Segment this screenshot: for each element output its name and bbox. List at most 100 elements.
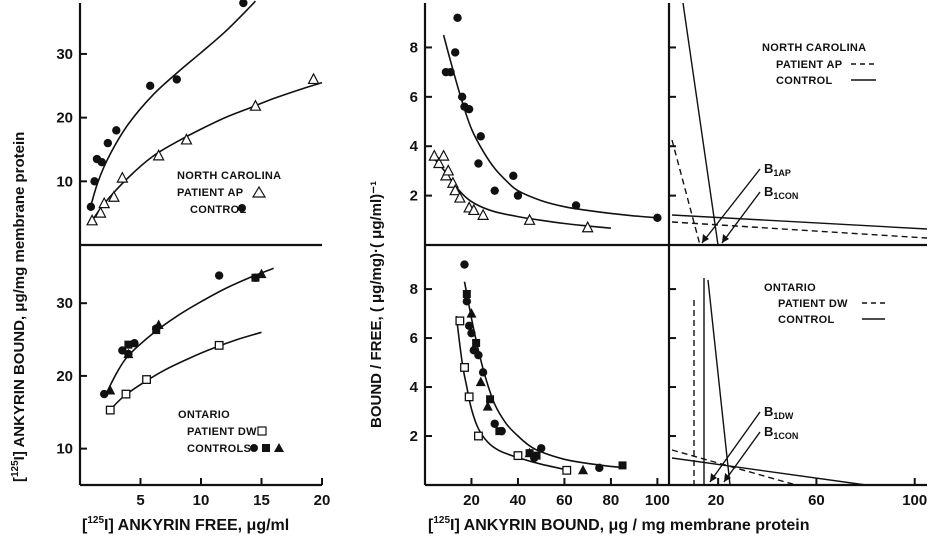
data-point-filled-circle [509, 171, 518, 181]
legend-title: ONTARIO [764, 282, 816, 294]
data-point-filled-circle [595, 463, 604, 473]
legend-entry-control: CONTROL [778, 314, 834, 326]
legend-filled-circle-icon [238, 204, 246, 212]
x-tick-label: 20 [314, 492, 331, 509]
data-point-filled-triangle [153, 319, 164, 329]
y-tick-label: 6 [410, 89, 418, 106]
intercept-label-b1con-top: B1CON [764, 184, 798, 201]
fit-curve-control [88, 0, 256, 211]
legend-north-carolina-scatchard: NORTH CAROLINA PATIENT AP CONTROL [762, 42, 876, 87]
data-point-filled-circle [214, 271, 224, 280]
data-point-filled-circle [571, 201, 581, 210]
arrowhead [724, 473, 731, 482]
legend-entry-control: CONTROL [190, 204, 246, 216]
tick-labels: 10 20 30 10 20 30 5 10 15 20 2 4 6 8 2 4 6 8 20 40 60 80 100 20… [56, 39, 927, 509]
data-point-open-triangle [449, 183, 462, 196]
y-tick-label: 2 [410, 428, 418, 445]
data-point-open-square [142, 375, 151, 384]
legend-ontario-left: ONTARIO PATIENT DW CONTROLS [178, 409, 284, 455]
data-point-open-triangle [453, 191, 466, 203]
data-point-filled-circle [239, 0, 248, 8]
data-point-open-square [105, 405, 115, 415]
legend-entry-patient: PATIENT DW [778, 298, 848, 310]
data-point-open-triangle [432, 156, 445, 169]
data-point-filled-circle [172, 75, 181, 84]
data-point-filled-circle [462, 297, 472, 306]
data-point-open-triangle [523, 213, 536, 225]
x-tick-label: 20 [463, 492, 480, 509]
data-point-filled-circle [490, 419, 499, 428]
x-tick-label: 10 [193, 492, 210, 509]
data-point-filled-circle [464, 321, 474, 331]
data-point-filled-circle [112, 126, 121, 135]
y-tick-label: 4 [410, 379, 419, 396]
data-point-filled-triangle [475, 376, 486, 387]
intercept-label-b1ap: B1AP [764, 161, 791, 178]
data-point-filled-triangle [482, 401, 493, 411]
axes [78, 3, 927, 487]
fit-curve-controls [103, 267, 274, 399]
legend-entry-patient: PATIENT DW [187, 426, 257, 438]
data-point-open-triangle [307, 72, 320, 85]
data-point-filled-circle [478, 368, 488, 377]
legend-title: NORTH CAROLINA [177, 170, 281, 182]
data-point-open-square [473, 431, 483, 441]
data-point-open-triangle [180, 133, 193, 145]
data-point-filled-triangle [466, 308, 477, 318]
y-tick-label: 20 [56, 368, 73, 385]
y-tick-label: 20 [56, 110, 73, 127]
x-tick-label: 20 [708, 492, 725, 509]
arrow-b1con [721, 191, 761, 244]
x-tick-label: 40 [510, 492, 527, 509]
tick-marks [80, 46, 916, 485]
data-point-open-triangle [428, 149, 441, 161]
data-point-open-triangle [152, 149, 165, 161]
scatchard-plots [671, 2, 928, 486]
fit-curve-controls [463, 281, 623, 469]
legend-ontario-scatchard: ONTARIO PATIENT DW CONTROL [764, 282, 885, 326]
patient-shallow-line [671, 221, 928, 239]
x-tick-label: 15 [253, 492, 270, 509]
data-point-filled-square [486, 395, 495, 404]
legend-north-carolina-left: NORTH CAROLINA PATIENT AP CONTROL [177, 170, 281, 216]
arrow-b1con [723, 431, 761, 483]
legend-filled-triangle-icon [274, 443, 284, 452]
data-point-filled-square [251, 273, 260, 282]
data-point-open-triangle [116, 171, 129, 183]
control-steep-line-2 [707, 279, 731, 486]
legend-filled-square-icon [262, 444, 270, 452]
legend-entry-controls: CONTROLS [187, 443, 251, 455]
data-point-filled-circle [490, 186, 499, 195]
data-point-open-square [121, 389, 131, 399]
data-point-filled-square [495, 427, 504, 436]
left-y-axis-title: [125I] ANKYRIN BOUND, μg/mg membrane pro… [10, 132, 28, 482]
data-point-open-square [513, 451, 523, 461]
legend-open-square-icon [257, 426, 267, 436]
data-point-filled-triangle [123, 348, 134, 359]
legend-entry-patient: PATIENT AP [177, 187, 243, 199]
data-point-open-triangle [107, 190, 120, 202]
data-point-filled-square [472, 338, 481, 347]
y-tick-label: 8 [410, 281, 418, 298]
data-point-filled-circle [100, 389, 109, 399]
data-point-filled-circle [467, 328, 476, 338]
fit-curves [88, 0, 658, 472]
control-steep-line [682, 2, 719, 246]
data-point-filled-circle [451, 48, 460, 57]
data-point-filled-circle [513, 191, 523, 200]
intercept-labels: B1AP B1CON B1DW B1CON [764, 161, 798, 441]
data-point-filled-square [532, 451, 541, 460]
y-tick-label: 30 [56, 295, 73, 312]
intercept-label-b1dw: B1DW [764, 404, 794, 421]
data-point-open-square [455, 316, 465, 326]
y-tick-label: 6 [410, 330, 418, 347]
data-point-filled-square [618, 461, 627, 470]
data-point-filled-triangle [256, 268, 267, 279]
data-point-open-triangle [467, 203, 480, 216]
data-point-open-square [460, 362, 469, 372]
data-point-filled-circle [460, 260, 469, 269]
y-tick-label: 8 [410, 39, 418, 56]
data-point-filled-circle [103, 138, 113, 148]
center-y-axis-title: BOUND / FREE, ( μg/mg)·( μg/ml)⁻¹ [368, 181, 385, 428]
